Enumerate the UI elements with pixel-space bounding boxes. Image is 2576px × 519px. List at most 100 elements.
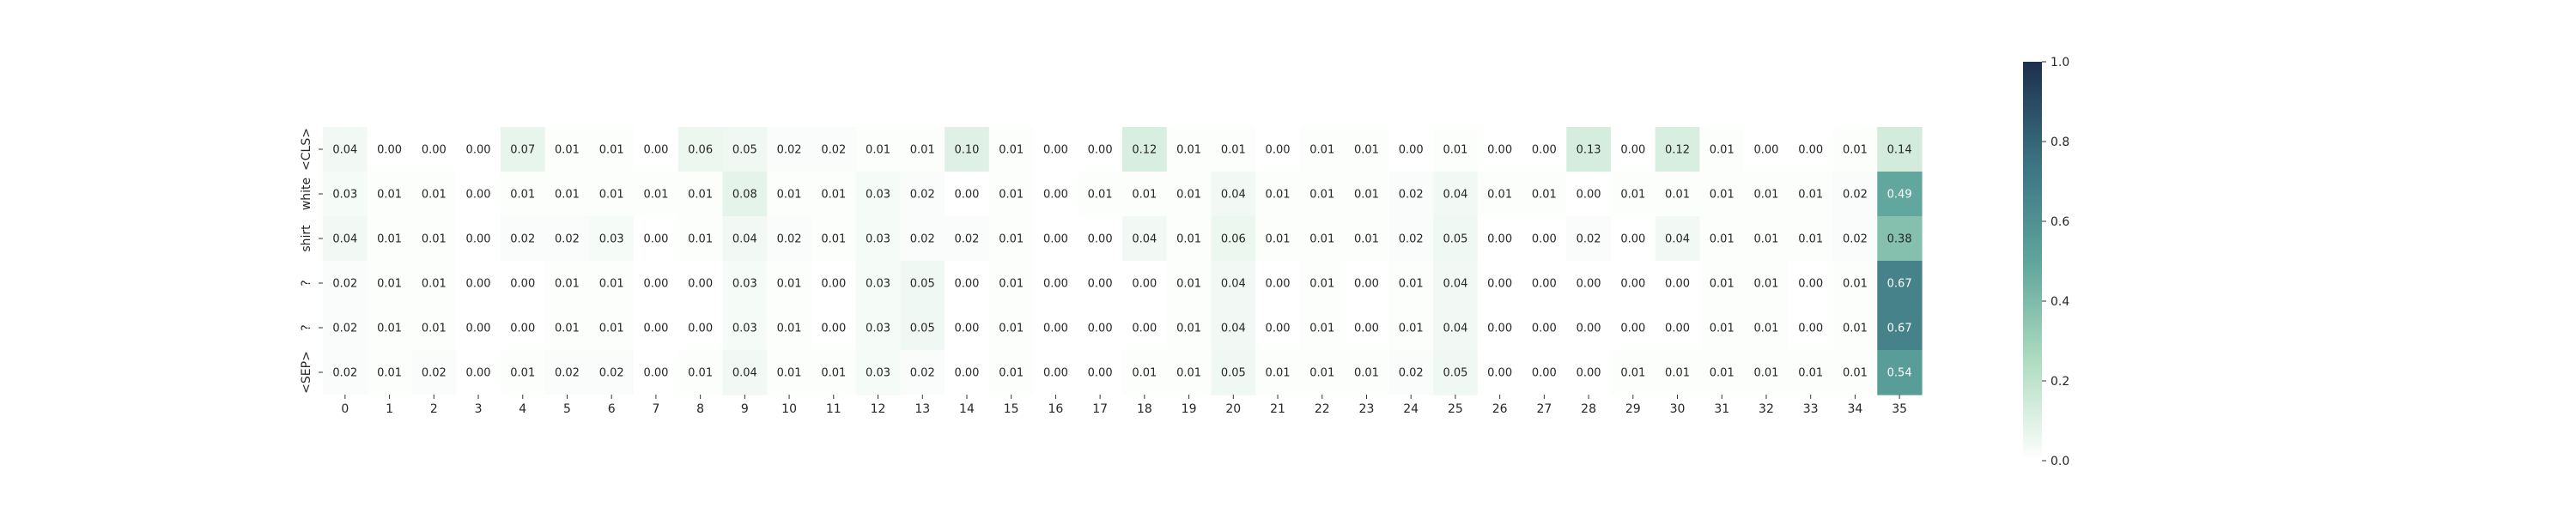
heatmap-cell-label: 0.03	[599, 233, 624, 246]
heatmap-cell-label: 0.01	[1221, 144, 1246, 157]
heatmap-cell-label: 0.00	[1620, 278, 1645, 291]
heatmap-cell-label: 0.01	[1843, 278, 1868, 291]
heatmap-cell-label: 0.01	[555, 144, 580, 157]
heatmap-cell-label: 0.02	[910, 189, 935, 202]
heatmap-cell	[411, 172, 457, 217]
heatmap-cell-label: 0.00	[1665, 323, 1690, 335]
heatmap-cell-label: 0.01	[1798, 189, 1823, 202]
heatmap-cell-label: 0.05	[1443, 233, 1467, 246]
heatmap-cell-label: 0.01	[821, 189, 846, 202]
colorbar: 0.0 0.2 0.4 0.6 0.8 1.0	[2023, 56, 2069, 468]
x-tick-label: 4	[519, 402, 526, 416]
heatmap-cell-label: 0.01	[1710, 233, 1735, 246]
heatmap-cell	[367, 172, 413, 217]
heatmap-cell-label: 0.00	[1487, 367, 1512, 380]
x-tick-label: 35	[1892, 402, 1907, 416]
heatmap-cell	[634, 216, 679, 262]
heatmap-cell	[500, 216, 546, 262]
heatmap-cell	[1255, 305, 1301, 351]
x-tick-label: 6	[608, 402, 616, 416]
heatmap-cell-label: 0.01	[555, 323, 580, 335]
heatmap-cell-label: 0.00	[1132, 278, 1157, 291]
heatmap-cell-label: 0.01	[777, 278, 802, 291]
x-tick-label: 32	[1759, 402, 1774, 416]
heatmap-cell	[1255, 261, 1301, 306]
x-tick-label: 17	[1092, 402, 1108, 416]
heatmap-cell-label: 0.00	[1577, 323, 1601, 335]
heatmap-cell	[855, 216, 901, 262]
heatmap-cell	[1877, 216, 1923, 262]
heatmap-cell-label: 0.00	[466, 323, 491, 335]
heatmap-cell	[1655, 261, 1700, 306]
heatmap-cell	[456, 216, 501, 262]
x-tick-label: 29	[1625, 402, 1641, 416]
heatmap-cell	[367, 305, 413, 351]
heatmap-cell	[500, 127, 546, 172]
heatmap-cell	[900, 172, 945, 217]
heatmap-cell-label: 0.01	[599, 144, 624, 157]
x-tick-label: 12	[871, 402, 886, 416]
heatmap-cell	[1477, 216, 1523, 262]
heatmap-cell-label: 0.00	[1532, 144, 1557, 157]
heatmap-cell	[367, 127, 413, 172]
heatmap-cell	[323, 350, 368, 395]
heatmap-cell	[411, 127, 457, 172]
heatmap-cell	[1744, 172, 1789, 217]
heatmap-cell-label: 0.01	[1309, 367, 1334, 380]
heatmap-cell-label: 0.00	[1487, 323, 1512, 335]
colorbar-tick-label: 0.2	[2050, 375, 2069, 389]
heatmap-cell-label: 0.04	[732, 233, 757, 246]
heatmap-cell-label: 0.02	[910, 367, 935, 380]
heatmap-cell-label: 0.00	[466, 144, 491, 157]
heatmap-cell-label: 0.00	[1577, 278, 1601, 291]
heatmap-cell-label: 0.00	[1532, 367, 1557, 380]
heatmap-cell	[1255, 216, 1301, 262]
heatmap-cell-label: 0.01	[1354, 189, 1379, 202]
heatmap-cell-label: 0.00	[1798, 144, 1823, 157]
heatmap-cell-label: 0.00	[1487, 278, 1512, 291]
heatmap-cell	[1477, 261, 1523, 306]
heatmap-cell	[634, 350, 679, 395]
heatmap-cell	[1078, 261, 1123, 306]
heatmap-cell-label: 0.01	[777, 367, 802, 380]
heatmap-cell-label: 0.14	[1887, 144, 1912, 157]
heatmap-cell-label: 0.00	[688, 323, 713, 335]
heatmap-cell	[1033, 172, 1078, 217]
heatmap-cell-label: 0.00	[1354, 323, 1379, 335]
heatmap-cell	[1344, 216, 1389, 262]
heatmap-cell-label: 0.00	[954, 278, 979, 291]
x-tick-label: 10	[781, 402, 797, 416]
heatmap-cell	[1699, 216, 1745, 262]
heatmap-cell-label: 0.00	[1088, 367, 1113, 380]
heatmap-cell	[1211, 350, 1256, 395]
heatmap-cell	[767, 172, 812, 217]
heatmap-cell	[1610, 127, 1656, 172]
heatmap-cell	[1211, 216, 1256, 262]
heatmap-cell-label: 0.01	[1798, 367, 1823, 380]
heatmap-cell	[811, 216, 857, 262]
heatmap-cell	[544, 127, 590, 172]
heatmap-cell-label: 0.02	[599, 367, 624, 380]
heatmap-cell-label: 0.00	[1088, 323, 1113, 335]
heatmap-cell	[945, 261, 990, 306]
heatmap-cell	[855, 172, 901, 217]
heatmap-cell-label: 0.38	[1887, 233, 1912, 246]
x-axis: 0 1 2 3 4 5 6 7 8 9 10 11 12 13 14 15 16 17 18 19 20 21 22 23 24…	[341, 395, 1907, 416]
colorbar-tick-label: 0.6	[2050, 215, 2069, 229]
heatmap-cell-label: 0.01	[1710, 189, 1735, 202]
heatmap-cell	[411, 305, 457, 351]
heatmap-cell-labels: 0.04 0.00 0.00 0.00 0.07 0.01 0.01 0.00 0.06 0.05…	[332, 144, 1911, 380]
heatmap-cell-label: 0.04	[1443, 323, 1467, 335]
heatmap-cell	[500, 350, 546, 395]
heatmap-cell	[1744, 350, 1789, 395]
heatmap-cell	[1744, 127, 1789, 172]
heatmap-cell	[811, 305, 857, 351]
heatmap-cell-label: 0.01	[1309, 323, 1334, 335]
heatmap-cell	[722, 350, 768, 395]
heatmap-cell	[1566, 216, 1612, 262]
heatmap-cell-label: 0.00	[1620, 233, 1645, 246]
heatmap-cell-label: 0.01	[999, 367, 1024, 380]
heatmap-cell	[1610, 172, 1656, 217]
heatmap-cell	[500, 172, 546, 217]
heatmap-cell	[1388, 172, 1434, 217]
